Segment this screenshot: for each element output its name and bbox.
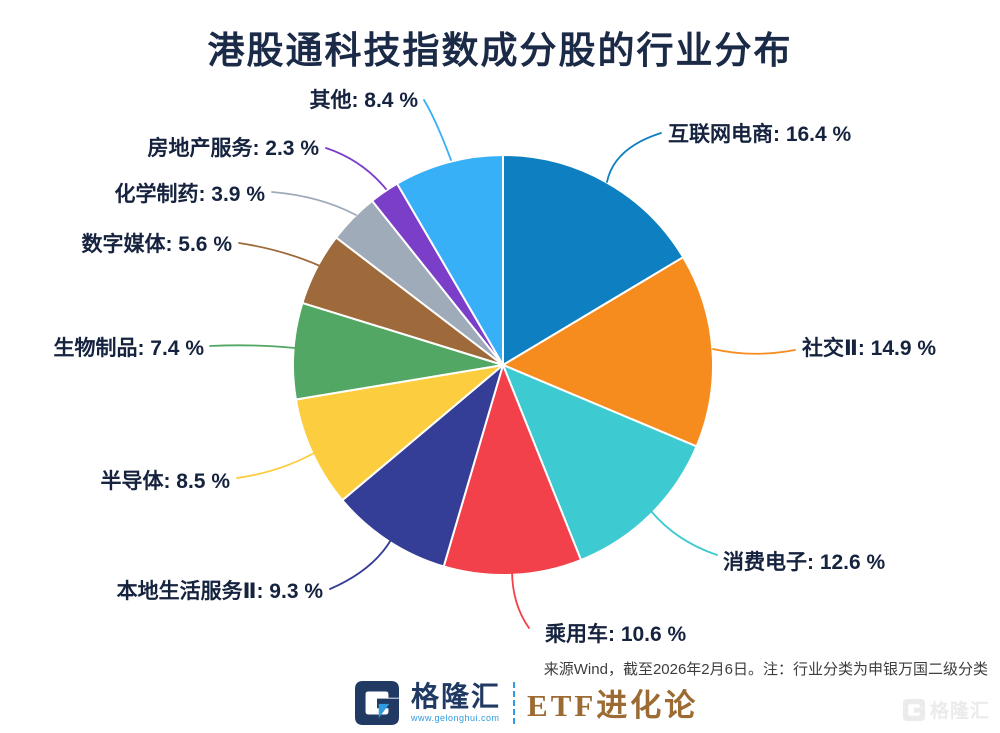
leader-line-4 <box>329 537 393 590</box>
pie-slice-6[interactable] <box>292 301 504 401</box>
slice-label-3: 乘用车: 10.6 % <box>545 623 687 646</box>
source-note: 来源Wind，截至2026年2月6日。注：行业分类为申银万国二级分类 <box>543 661 988 678</box>
slice-label-2: 消费电子: 12.6 % <box>723 551 886 574</box>
pie-slice-1[interactable] <box>502 256 714 448</box>
leader-line-5 <box>236 451 317 479</box>
pie-slices-group <box>292 153 714 577</box>
leader-line-8 <box>271 191 357 216</box>
pie-slice-4[interactable] <box>341 364 504 568</box>
slice-label-5: 半导体: 8.5 % <box>100 470 230 493</box>
watermark-text: 格隆汇 <box>929 701 990 722</box>
slice-label-0: 互联网电商: 16.4 % <box>668 123 852 146</box>
slice-label-10: 其他: 8.4 % <box>309 89 418 112</box>
leader-line-10 <box>423 99 452 161</box>
gelonghui-logo-text: 格隆汇 <box>411 680 502 712</box>
pie-slice-10[interactable] <box>396 153 504 366</box>
brand-row: 格隆汇 www.gelonghui.com ETF进化论 <box>355 680 698 725</box>
leader-line-9 <box>325 147 387 190</box>
leader-line-6 <box>209 344 296 349</box>
pie-slice-5[interactable] <box>294 364 504 502</box>
leader-line-1 <box>712 348 796 355</box>
slice-label-7: 数字媒体: 5.6 % <box>81 233 232 256</box>
gelonghui-logo-textblock: 格隆汇 www.gelonghui.com <box>411 680 502 723</box>
leader-line-2 <box>650 510 718 556</box>
leader-line-0 <box>606 132 662 183</box>
slice-label-6: 生物制品: 7.4 % <box>53 337 204 360</box>
gelonghui-logo-url: www.gelonghui.com <box>411 712 500 723</box>
slice-label-1: 社交Ⅱ: 14.9 % <box>802 337 937 360</box>
chart-title: 港股通科技指数成分股的行业分布 <box>207 30 793 71</box>
slice-label-8: 化学制药: 3.9 % <box>114 183 265 206</box>
gelonghui-logo-icon <box>355 680 399 725</box>
partner-logo-text: ETF进化论 <box>527 688 699 723</box>
watermark-g-icon <box>902 698 925 721</box>
leader-line-3 <box>511 569 530 629</box>
leader-line-7 <box>238 242 321 267</box>
brand-divider <box>513 681 516 724</box>
slice-label-4: 本地生活服务Ⅱ: 9.3 % <box>116 580 323 603</box>
pie-slice-2[interactable] <box>502 364 698 561</box>
slice-label-9: 房地产服务: 2.3 % <box>147 137 319 160</box>
leader-lines-group <box>209 99 796 629</box>
watermark: 格隆汇 <box>902 696 990 723</box>
